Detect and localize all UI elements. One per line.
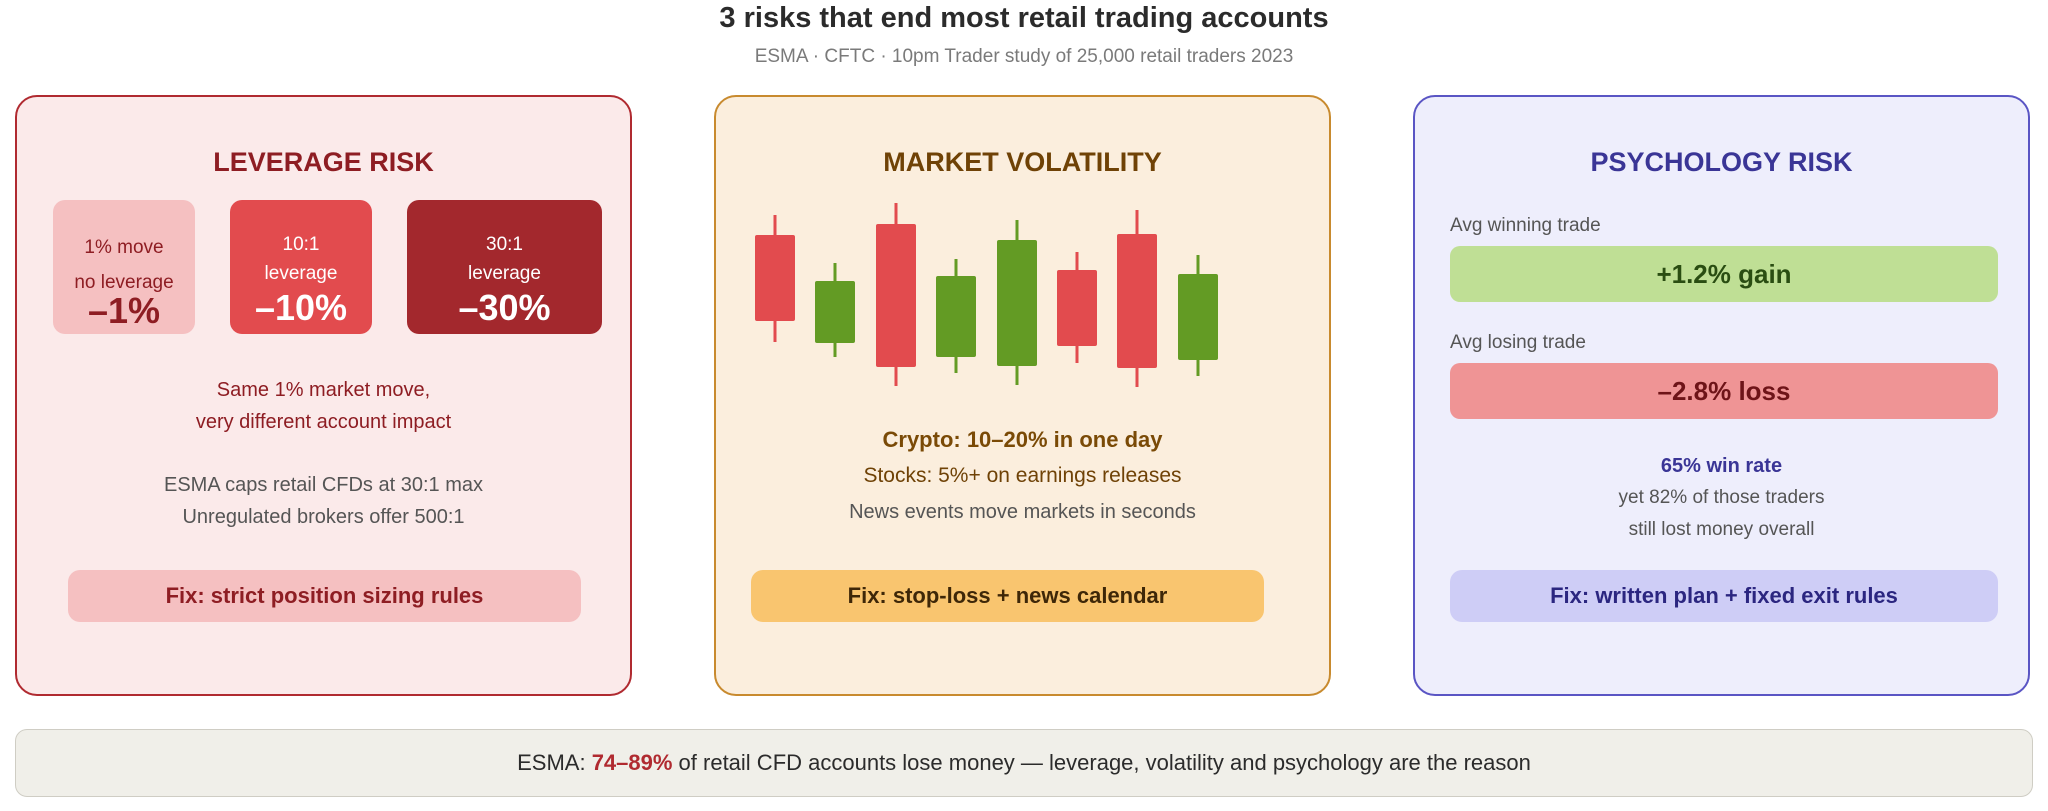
no-leverage-value: –1%	[87, 290, 161, 331]
candle-1	[755, 215, 795, 342]
news-stat: News events move markets in seconds	[849, 501, 1196, 523]
market-volatility-card: MARKET VOLATILITY	[714, 95, 1331, 696]
candle-6-body	[1057, 270, 1097, 346]
volatility-stats: Crypto: 10–20% in one day Stocks: 5%+ on…	[716, 422, 1329, 530]
leverage-10-box: 10:1 leverage –10%	[230, 200, 372, 334]
footer-banner: ESMA: 74–89% of retail CFD accounts lose…	[15, 729, 2033, 797]
leverage-30-line1: 30:1	[486, 234, 523, 255]
leverage-impact-note: Same 1% market move, very different acco…	[17, 374, 630, 438]
candle-2-body	[815, 281, 855, 343]
no-leverage-box: 1% move no leverage –1%	[53, 200, 195, 334]
loss-label: Avg losing trade	[1450, 332, 1586, 353]
leverage-fix-badge: Fix: strict position sizing rules	[68, 570, 581, 622]
footer-prefix: ESMA:	[517, 750, 592, 775]
market-volatility-title: MARKET VOLATILITY	[883, 147, 1162, 177]
leverage-info-line2: Unregulated brokers offer 500:1	[182, 506, 465, 528]
win-rate-line2: yet 82% of those traders	[1618, 487, 1825, 508]
win-rate-note: 65% win rate yet 82% of those traders st…	[1415, 450, 2028, 546]
candle-2	[815, 263, 855, 357]
page-title: 3 risks that end most retail trading acc…	[719, 2, 1329, 34]
footer-highlight: 74–89%	[591, 750, 673, 775]
leverage-10-value: –10%	[254, 287, 348, 328]
candle-8	[1178, 255, 1218, 376]
candle-4-body	[936, 276, 976, 357]
win-rate-line3: still lost money overall	[1628, 519, 1815, 540]
leverage-info-line1: ESMA caps retail CFDs at 30:1 max	[163, 474, 483, 496]
page-subtitle: ESMA · CFTC · 10pm Trader study of 25,00…	[754, 46, 1294, 67]
leverage-10-line2: leverage	[264, 263, 338, 284]
candle-6	[1057, 252, 1097, 363]
leverage-30-line2: leverage	[468, 263, 541, 284]
psychology-fix-badge: Fix: written plan + fixed exit rules	[1450, 570, 1998, 622]
leverage-risk-card: LEVERAGE RISK 1% move no leverage –1% 10…	[15, 95, 632, 696]
candle-5	[997, 220, 1037, 385]
no-leverage-line2: no leverage	[74, 272, 174, 293]
leverage-note-line1: Same 1% market move,	[216, 379, 431, 401]
leverage-regulation-note: ESMA caps retail CFDs at 30:1 max Unregu…	[17, 469, 630, 533]
psychology-risk-card: PSYCHOLOGY RISK Avg winning trade +1.2% …	[1413, 95, 2030, 696]
loss-value-bar: –2.8% loss	[1450, 363, 1998, 419]
candle-3-body	[876, 224, 916, 367]
stocks-stat: Stocks: 5%+ on earnings releases	[863, 464, 1182, 487]
crypto-stat: Crypto: 10–20% in one day	[882, 427, 1163, 452]
candlestick-illustration	[755, 203, 1218, 387]
candle-1-body	[755, 235, 795, 321]
leverage-10-line1: 10:1	[282, 234, 320, 255]
win-value-bar: +1.2% gain	[1450, 246, 1998, 302]
candle-3	[876, 203, 916, 386]
candle-7-body	[1117, 234, 1157, 368]
psychology-risk-title: PSYCHOLOGY RISK	[1590, 147, 1853, 177]
candle-8-body	[1178, 274, 1218, 360]
candle-5-body	[997, 240, 1037, 366]
leverage-30-value: –30%	[458, 287, 551, 328]
candle-4	[936, 259, 976, 373]
volatility-fix-badge: Fix: stop-loss + news calendar	[751, 570, 1264, 622]
win-label: Avg winning trade	[1450, 215, 1601, 236]
candle-7	[1117, 210, 1157, 387]
footer-suffix: of retail CFD accounts lose money — leve…	[672, 750, 1531, 775]
leverage-30-box: 30:1 leverage –30%	[407, 200, 602, 334]
win-rate-line1: 65% win rate	[1660, 455, 1783, 477]
leverage-note-line2: very different account impact	[195, 411, 452, 433]
no-leverage-line1: 1% move	[84, 237, 164, 258]
leverage-risk-title: LEVERAGE RISK	[213, 147, 434, 177]
